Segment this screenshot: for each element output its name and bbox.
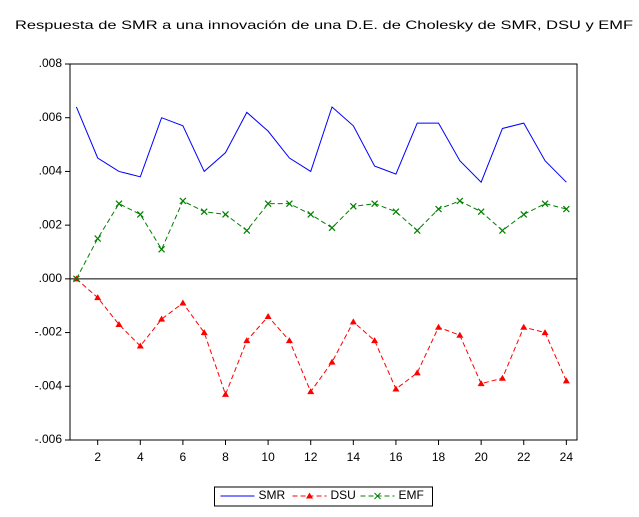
marker <box>243 227 251 234</box>
legend-label: EMF <box>399 488 424 502</box>
line <box>76 278 567 396</box>
marker <box>307 210 315 218</box>
marker <box>200 208 208 216</box>
x-tick-label: 14 <box>347 450 361 464</box>
legend-label: DSU <box>331 488 356 502</box>
marker <box>456 197 464 205</box>
marker <box>392 208 400 216</box>
y-tick-label: .008 <box>39 56 63 70</box>
marker <box>435 323 443 330</box>
x-tick-label: 24 <box>560 450 574 464</box>
line <box>75 200 567 280</box>
marker <box>285 337 293 344</box>
marker <box>371 337 379 344</box>
legend-label: SMR <box>259 488 286 502</box>
legend-box <box>214 486 433 507</box>
marker <box>94 294 102 301</box>
marker <box>264 312 272 319</box>
y-tick-label: .000 <box>39 271 63 285</box>
marker <box>413 369 421 376</box>
line <box>75 106 567 184</box>
marker <box>115 321 123 328</box>
marker <box>222 210 229 218</box>
series <box>72 197 570 283</box>
marker <box>179 197 187 205</box>
marker <box>477 380 485 387</box>
marker <box>498 374 506 381</box>
marker <box>541 200 549 208</box>
marker <box>115 200 123 208</box>
x-tick-label: 10 <box>261 450 275 464</box>
marker <box>243 337 251 344</box>
marker <box>328 358 336 365</box>
marker <box>413 227 421 234</box>
marker <box>562 377 570 384</box>
marker <box>264 200 272 208</box>
x-tick-label: 18 <box>432 450 446 464</box>
series <box>72 275 570 397</box>
y-tick-label: .002 <box>39 217 63 231</box>
marker <box>200 329 208 336</box>
chart-title: Respuesta de SMR a una innovación de una… <box>15 18 633 32</box>
marker <box>371 200 379 208</box>
marker <box>72 275 80 283</box>
marker <box>158 315 166 322</box>
marker <box>349 318 357 325</box>
marker <box>392 385 400 392</box>
legend: SMR DSU EMF <box>214 486 433 507</box>
legend-marker <box>306 492 313 499</box>
y-tick-label: .004 <box>39 164 63 178</box>
y-tick-label: -.006 <box>35 432 63 446</box>
marker <box>158 245 166 253</box>
series <box>75 106 567 184</box>
marker <box>435 205 442 213</box>
x-tick-label: 16 <box>389 450 403 464</box>
marker <box>222 390 230 397</box>
marker <box>136 342 144 349</box>
marker <box>499 227 506 234</box>
legend-marker <box>374 492 381 500</box>
marker <box>285 200 293 208</box>
marker <box>349 202 357 210</box>
y-tick-label: -.002 <box>35 325 63 339</box>
marker <box>520 210 528 218</box>
y-tick-label: -.004 <box>35 378 63 392</box>
marker <box>94 235 102 242</box>
marker <box>562 205 570 213</box>
marker <box>520 323 528 330</box>
marker <box>328 224 336 232</box>
marker <box>179 299 187 306</box>
y-tick-label: .006 <box>39 110 63 124</box>
x-tick-label: 22 <box>517 450 531 464</box>
marker <box>541 329 549 336</box>
x-tick-label: 4 <box>137 450 144 464</box>
x-tick-label: 6 <box>180 450 187 464</box>
x-tick-label: 2 <box>94 450 101 464</box>
x-tick-label: 8 <box>222 450 229 464</box>
marker <box>477 208 485 216</box>
x-tick-label: 12 <box>304 450 318 464</box>
marker <box>307 388 315 395</box>
marker <box>456 331 464 338</box>
plot-frame <box>69 63 578 441</box>
x-tick-label: 20 <box>474 450 488 464</box>
marker <box>136 210 144 218</box>
